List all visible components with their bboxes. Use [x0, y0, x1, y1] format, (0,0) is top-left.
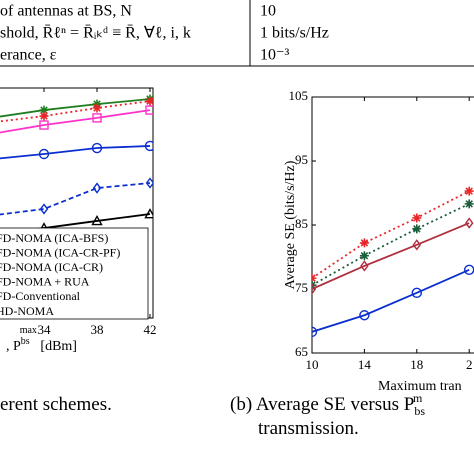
table-cell: 1 bits/s/Hz: [260, 25, 329, 42]
y-tick-label: 65: [295, 344, 308, 359]
marker: [359, 238, 369, 248]
x-tick-label: 14: [358, 357, 372, 372]
x-axis-label: , Pbsmax [dBm]: [6, 325, 77, 354]
y-tick-label: 85: [295, 216, 308, 231]
series-line: [312, 203, 470, 286]
marker: [464, 186, 474, 196]
x-axis-label-part: [dBm]: [37, 339, 77, 354]
y-tick-label: 75: [295, 280, 308, 295]
x-axis-label: Maximum tran: [378, 379, 462, 394]
x-tick-label: 34: [38, 322, 52, 337]
marker: [145, 96, 153, 106]
marker: [359, 251, 369, 261]
caption: (b) Average SE versus Pbsm: [230, 391, 425, 418]
table-cell: shold, R̄ℓⁿ = R̄ᵢₖᵈ ≡ R̄, ∀ℓ, i, k: [0, 25, 191, 42]
table-cell: erance, ε: [0, 47, 57, 64]
marker: [39, 203, 49, 215]
series-line: [312, 222, 470, 290]
marker: [464, 217, 474, 229]
marker: [312, 283, 317, 295]
series-line: [0, 98, 151, 118]
caption: erent schemes.: [0, 394, 112, 415]
marker: [39, 105, 49, 115]
caption: transmission.: [258, 418, 359, 439]
x-axis-label-part: max: [20, 325, 37, 336]
marker: [92, 182, 102, 194]
y-tick-label: 105: [289, 88, 309, 103]
marker: [92, 103, 102, 113]
marker: [412, 224, 422, 234]
plot-area: [0, 94, 153, 235]
marker: [412, 213, 422, 223]
series-line: [0, 145, 151, 160]
legend-label: FD-NOMA (ICA-CR-PF): [0, 245, 120, 259]
marker: [412, 239, 422, 251]
series-line: [0, 182, 151, 216]
caption-part: bs: [414, 404, 425, 418]
plot-area: [312, 186, 474, 338]
legend-label: HD-NOMA: [0, 304, 54, 318]
table-cell: 10⁻³: [260, 47, 289, 64]
marker: [39, 120, 49, 130]
table-cell: of antennas at BS, N: [0, 3, 132, 20]
x-tick-label: 42: [144, 322, 157, 337]
table-cell: 10: [260, 3, 276, 20]
legend-label: FD-NOMA (ICA-CR): [0, 260, 103, 274]
marker: [145, 177, 153, 189]
marker: [38, 148, 50, 160]
marker: [92, 113, 102, 123]
x-tick-label: 2: [466, 357, 473, 372]
marker: [360, 260, 369, 272]
y-tick-label: 95: [295, 152, 308, 167]
marker: [144, 208, 153, 219]
legend-label: FD-NOMA + RUA: [0, 275, 90, 289]
legend-label: FD-Conventional: [0, 289, 81, 303]
x-axis-label-part: , P: [6, 339, 21, 354]
caption-part: (b) Average SE versus P: [230, 394, 414, 415]
marker: [39, 111, 49, 121]
series-line: [312, 190, 470, 279]
caption-part: m: [413, 391, 423, 405]
marker: [144, 140, 153, 152]
x-axis-label-part: bs: [21, 336, 30, 347]
x-tick-label: 10: [306, 357, 319, 372]
legend-label: FD-NOMA (ICA-BFS): [0, 231, 108, 245]
marker: [312, 326, 318, 338]
series-line: [312, 268, 470, 333]
marker: [411, 287, 422, 299]
x-tick-label: 38: [91, 322, 104, 337]
legend-box: [0, 227, 149, 320]
marker: [91, 142, 103, 154]
x-tick-label: 18: [410, 357, 423, 372]
marker: [91, 214, 103, 226]
marker: [464, 199, 474, 209]
marker: [145, 105, 153, 115]
marker: [359, 310, 370, 321]
series-line: [0, 100, 151, 123]
series-line: [0, 109, 151, 134]
plot-frame: [311, 96, 474, 354]
y-axis-label: Average SE (bits/s/Hz): [283, 160, 298, 289]
